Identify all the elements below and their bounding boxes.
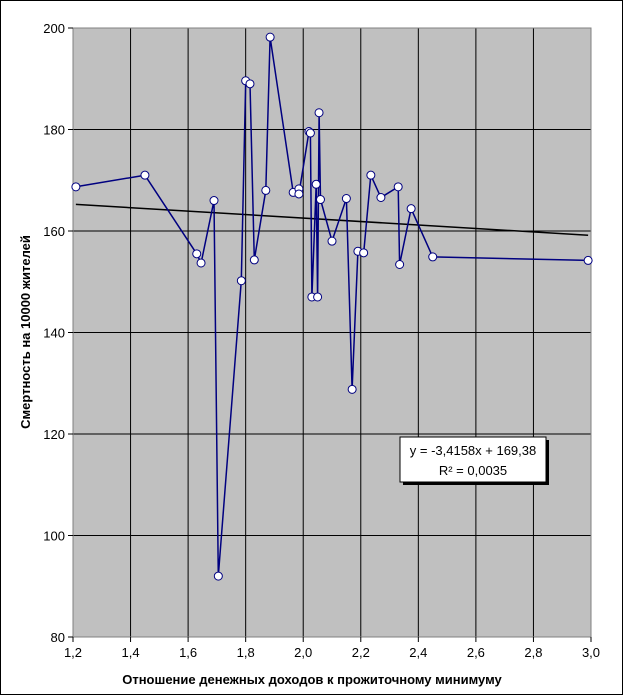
data-point [583, 255, 593, 265]
data-point [347, 384, 357, 394]
data-point [71, 182, 81, 192]
data-point [209, 196, 219, 206]
x-tick-label: 2,2 [352, 645, 370, 660]
data-point [313, 292, 323, 302]
data-point [213, 571, 223, 581]
x-tick-label: 1,2 [64, 645, 82, 660]
data-point [341, 194, 351, 204]
y-tick-label: 80 [51, 630, 65, 645]
y-tick-label: 100 [43, 529, 65, 544]
data-point [261, 185, 271, 195]
data-point [393, 182, 403, 192]
y-tick-label: 120 [43, 427, 65, 442]
x-tick-label: 3,0 [582, 645, 600, 660]
data-point [395, 259, 405, 269]
x-tick-label: 2,6 [467, 645, 485, 660]
data-point [327, 236, 337, 246]
y-tick-label: 180 [43, 123, 65, 138]
data-points [71, 32, 593, 581]
data-point [265, 32, 275, 42]
y-tick-label: 140 [43, 326, 65, 341]
x-tick-label: 1,4 [122, 645, 140, 660]
data-point [192, 249, 202, 259]
x-tick-label: 2,4 [409, 645, 427, 660]
x-tick-label: 2,0 [294, 645, 312, 660]
data-point [294, 189, 304, 199]
series-line [75, 36, 589, 577]
data-point [315, 195, 325, 205]
data-point [359, 248, 369, 258]
trendline [75, 203, 589, 236]
x-tick-label: 2,8 [524, 645, 542, 660]
data-point [236, 276, 246, 286]
x-tick-label: 1,8 [237, 645, 255, 660]
equation-box-bg [399, 436, 547, 483]
data-point [245, 79, 255, 89]
y-axis-title: Смертность на 10000 жителей [18, 235, 33, 429]
data-point [314, 108, 324, 118]
trendline-equation: y = -3,4158x + 169,38 [410, 443, 536, 458]
data-point [140, 170, 150, 180]
data-point [249, 255, 259, 265]
data-point [428, 252, 438, 262]
trendline-r2: R² = 0,0035 [439, 463, 507, 478]
y-tick-label: 160 [43, 224, 65, 239]
x-axis-ticks: 1,2 1,4 1,6 1,8 2,0 2,2 2,4 2,6 2,8 3,0 [64, 637, 600, 660]
equation-box: y = -3,4158x + 169,38 R² = 0,0035 [399, 436, 549, 485]
data-point [196, 258, 206, 268]
data-point [311, 179, 321, 189]
data-point [376, 193, 386, 203]
data-point [305, 128, 315, 138]
data-point [366, 170, 376, 180]
data-point [406, 204, 416, 214]
x-axis-title: Отношение денежных доходов к прожиточном… [122, 672, 502, 687]
y-axis-ticks: 80 100 120 140 160 180 200 [43, 21, 73, 645]
y-tick-label: 200 [43, 21, 65, 36]
x-tick-label: 1,6 [179, 645, 197, 660]
